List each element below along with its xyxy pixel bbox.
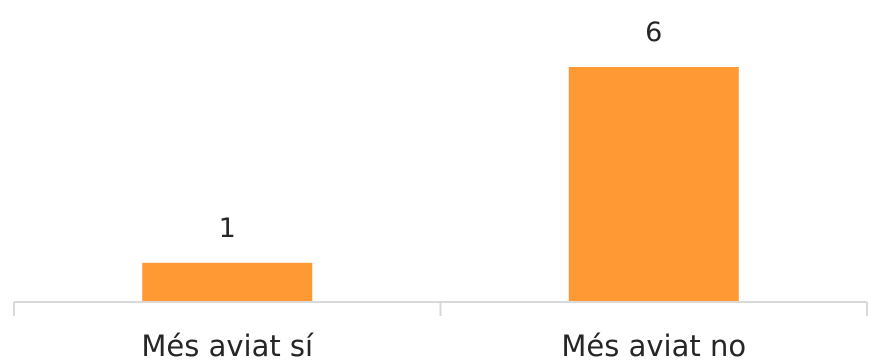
category-label: Més aviat no [561, 329, 746, 363]
data-label: 6 [645, 17, 662, 48]
x-axis [13, 301, 868, 316]
labels-layer: 1 Més aviat sí 6 Més aviat no [141, 17, 746, 363]
bar [142, 262, 313, 302]
category-label: Més aviat sí [141, 329, 314, 363]
data-label: 1 [219, 213, 236, 244]
bars-layer [142, 67, 739, 302]
bar [568, 67, 739, 302]
